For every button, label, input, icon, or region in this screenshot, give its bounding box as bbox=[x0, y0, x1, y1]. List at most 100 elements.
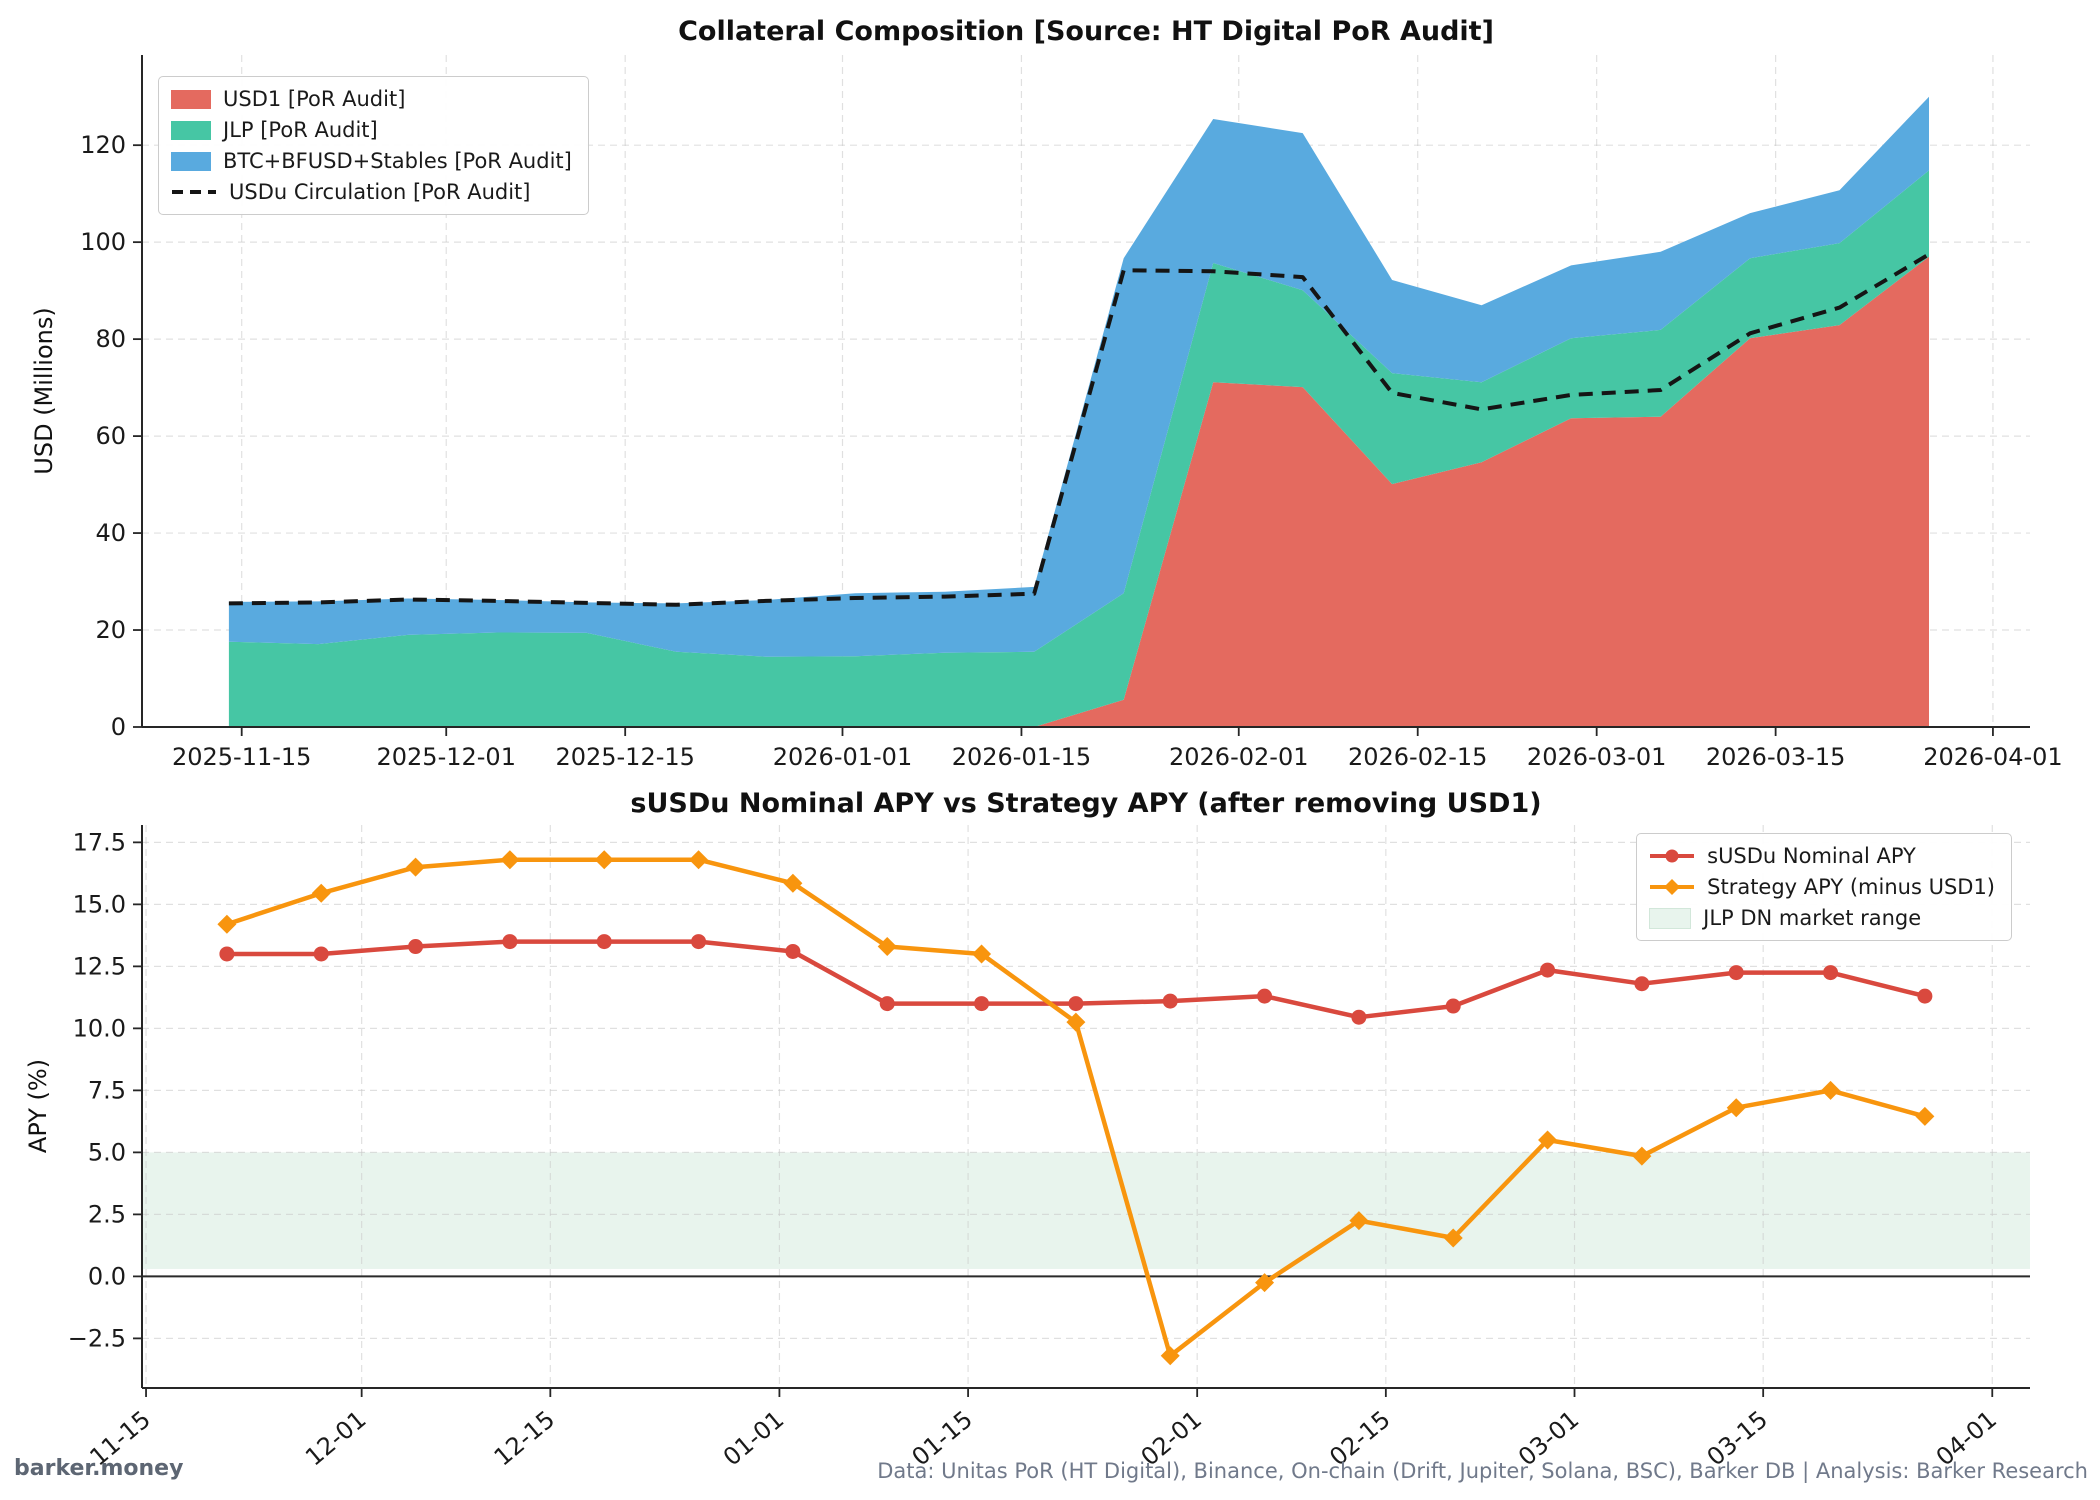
y-tick-label: 7.5 bbox=[88, 1076, 126, 1104]
y-tick-label: 15.0 bbox=[73, 890, 126, 918]
marker-point bbox=[1540, 962, 1556, 978]
chart2-title: sUSDu Nominal APY vs Strategy APY (after… bbox=[630, 788, 1542, 819]
marker-point bbox=[1915, 1106, 1935, 1126]
marker-point bbox=[1632, 1146, 1652, 1166]
chart-1: 2025-11-15 2025-12-01 2025-12-15 2026-01-01… bbox=[80, 55, 2063, 771]
marker-point bbox=[313, 946, 329, 962]
x-tick-label: 2026-03-15 bbox=[1706, 743, 1845, 771]
x-tick-label: 2026-03-01 bbox=[1527, 743, 1666, 771]
chart1-title: Collateral Composition [Source: HT Digit… bbox=[678, 16, 1494, 47]
y-tick-label: −2.5 bbox=[68, 1324, 126, 1352]
x-tick-label: 12-15 bbox=[489, 1405, 560, 1471]
legend-swatch-strategy-apy-minus-usd1 bbox=[1650, 879, 1695, 895]
y-tick-label: 120 bbox=[80, 131, 126, 159]
y-tick-label: 5.0 bbox=[88, 1138, 126, 1166]
x-tick-label: 12-01 bbox=[300, 1405, 371, 1471]
legend-swatch-susdu-nominal-apy bbox=[1650, 849, 1695, 863]
legend-item-strategy-apy-minus-usd1: Strategy APY (minus USD1) bbox=[1649, 875, 1995, 899]
marker-point bbox=[596, 934, 612, 950]
y-tick-label: 0.0 bbox=[88, 1262, 126, 1290]
marker-point bbox=[1160, 1346, 1180, 1366]
marker-point bbox=[689, 850, 709, 870]
legend-swatch-usdu-circulation-por-audit bbox=[172, 190, 216, 194]
marker-point bbox=[500, 850, 520, 870]
marker-point bbox=[1351, 1009, 1367, 1025]
legend-swatch-usd1-por-audit bbox=[171, 89, 211, 109]
legend-label: sUSDu Nominal APY bbox=[1707, 844, 1916, 868]
axis-ticks: 2025-11-15 2025-12-01 2025-12-15 2026-01-01… bbox=[80, 131, 2062, 771]
y-tick-label: 17.5 bbox=[73, 828, 126, 856]
chart2-y-axis-label: APY (%) bbox=[24, 1058, 52, 1154]
marker-point bbox=[1821, 1080, 1841, 1100]
legend-label: USDu Circulation [PoR Audit] bbox=[229, 180, 531, 204]
x-tick-label: 2026-01-01 bbox=[773, 743, 912, 771]
marker-point bbox=[219, 946, 235, 962]
marker-point bbox=[1634, 976, 1650, 992]
marker-point bbox=[1917, 988, 1933, 1004]
x-tick-label: 2026-04-01 bbox=[1923, 743, 2062, 771]
area-jlp-por-audit bbox=[228, 170, 1929, 727]
y-tick-label: 40 bbox=[95, 519, 126, 547]
y-tick-label: 2.5 bbox=[88, 1200, 126, 1228]
marker-point bbox=[502, 934, 518, 950]
legend-item-jlp-por-audit: JLP [PoR Audit] bbox=[171, 118, 572, 142]
data-attribution: Data: Unitas PoR (HT Digital), Binance, … bbox=[877, 1459, 2088, 1483]
line-usdu-circulation-por-audit bbox=[228, 252, 1931, 607]
x-tick-label: 2026-02-01 bbox=[1169, 743, 1308, 771]
x-tick-label: 2025-12-15 bbox=[555, 743, 694, 771]
x-tick-label: 2025-11-15 bbox=[172, 743, 311, 771]
marker-point bbox=[1443, 1228, 1463, 1248]
chart1-legend: USD1 [PoR Audit] JLP [PoR Audit] BTC+BFUSD… bbox=[158, 76, 589, 215]
legend-swatch-jlp-por-audit bbox=[171, 120, 211, 140]
marker-point bbox=[1726, 1098, 1746, 1118]
legend-item-btc-bfusd-stables-por-audit: BTC+BFUSD+Stables [PoR Audit] bbox=[171, 149, 572, 173]
marker-point bbox=[1538, 1130, 1558, 1150]
legend-item-jlp-dn-market-range: JLP DN market range bbox=[1649, 906, 1995, 930]
markers-strategy-apy-minus-usd1 bbox=[217, 850, 1935, 1366]
marker-point bbox=[1445, 998, 1461, 1014]
marker-point bbox=[1066, 1012, 1086, 1032]
chart2-legend: sUSDu Nominal APY Strategy APY (minus USD… bbox=[1636, 833, 2012, 941]
marker-point bbox=[974, 996, 990, 1012]
legend-item-usd1-por-audit: USD1 [PoR Audit] bbox=[171, 87, 572, 111]
brand-watermark: barker.money bbox=[14, 1456, 184, 1481]
marker-point bbox=[217, 914, 237, 934]
y-tick-label: 12.5 bbox=[73, 952, 126, 980]
marker-point bbox=[406, 857, 426, 877]
markers-susdu-nominal-apy bbox=[219, 934, 1933, 1025]
x-tick-label: 2025-12-01 bbox=[376, 743, 515, 771]
legend-label: JLP DN market range bbox=[1703, 906, 1922, 930]
marker-point bbox=[1255, 1273, 1275, 1293]
band-jlp-dn-market-range bbox=[142, 1152, 2030, 1269]
marker-point bbox=[1068, 996, 1084, 1012]
marker-point bbox=[1823, 965, 1839, 981]
y-tick-label: 80 bbox=[95, 325, 126, 353]
marker-point bbox=[972, 944, 992, 964]
marker-point bbox=[783, 873, 803, 893]
legend-swatch-btc-bfusd-stables-por-audit bbox=[171, 151, 211, 171]
legend-swatch-jlp-dn-market-range bbox=[1649, 907, 1692, 929]
marker-point bbox=[1349, 1211, 1369, 1231]
marker-point bbox=[1728, 965, 1744, 981]
marker-point bbox=[877, 937, 897, 957]
y-tick-label: 60 bbox=[95, 422, 126, 450]
marker-point bbox=[691, 934, 707, 950]
y-tick-label: 20 bbox=[95, 616, 126, 644]
y-tick-label: 100 bbox=[80, 228, 126, 256]
y-tick-label: 0 bbox=[111, 713, 126, 741]
y-tick-label: 10.0 bbox=[73, 1014, 126, 1042]
marker-point bbox=[1257, 988, 1273, 1004]
legend-item-susdu-nominal-apy: sUSDu Nominal APY bbox=[1649, 844, 1995, 868]
marker-point bbox=[1162, 993, 1178, 1009]
legend-label: BTC+BFUSD+Stables [PoR Audit] bbox=[223, 149, 572, 173]
marker-point bbox=[311, 883, 331, 903]
marker-point bbox=[879, 996, 895, 1012]
marker-point bbox=[594, 850, 614, 870]
legend-label: USD1 [PoR Audit] bbox=[223, 87, 406, 111]
marker-point bbox=[408, 939, 424, 955]
area-usd1-por-audit bbox=[228, 256, 1929, 727]
x-tick-label: 2026-01-15 bbox=[952, 743, 1091, 771]
x-tick-label: 01-01 bbox=[718, 1405, 789, 1471]
legend-item-usdu-circulation-por-audit: USDu Circulation [PoR Audit] bbox=[171, 180, 572, 204]
